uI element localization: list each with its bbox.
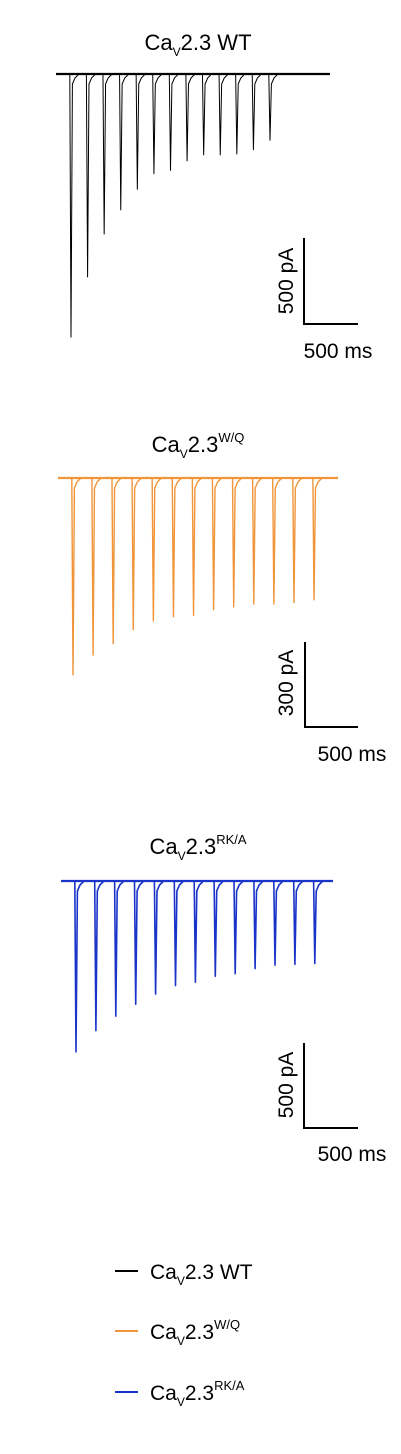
scale-x-label-wt: 500 ms (304, 340, 373, 363)
panel-title-wt: CaV2.3 WT (144, 30, 251, 59)
trace-wt (56, 72, 330, 338)
panel-title-wq: CaV2.3W/Q (152, 430, 245, 461)
legend-label-wt: CaV2.3 WT (150, 1261, 253, 1288)
current-spike (93, 880, 105, 1032)
current-spike (271, 477, 283, 605)
current-spike (251, 477, 263, 605)
current-spike (168, 73, 179, 171)
current-spike (233, 880, 244, 975)
legend-label-wq: CaV2.3W/Q (150, 1317, 240, 1348)
current-spike (218, 73, 229, 156)
current-spike (193, 880, 204, 983)
legend: CaV2.3 WT CaV2.3W/Q CaV2.3RK/A (115, 1261, 253, 1409)
panel-wq: CaV2.3W/Q 300 pA 500 ms (58, 430, 386, 766)
current-spike (71, 477, 82, 676)
current-spike (173, 880, 185, 987)
scale-bar-wq: 300 pA 500 ms (275, 642, 386, 766)
panel-title-rka: CaV2.3RK/A (149, 832, 246, 863)
current-spike (153, 880, 165, 995)
current-spike (133, 880, 145, 1006)
current-spike (235, 73, 246, 155)
current-spike (185, 73, 196, 162)
current-spike (251, 73, 262, 151)
current-spike (151, 477, 162, 622)
current-spike (119, 73, 130, 211)
current-spike (268, 73, 279, 141)
scale-bar-rka: 500 pA 500 ms (275, 1043, 386, 1166)
legend-item-rka: CaV2.3RK/A (115, 1378, 245, 1409)
trace-rka (61, 879, 333, 1053)
current-spike (213, 880, 224, 977)
current-spike (102, 73, 113, 235)
current-spike (211, 477, 223, 611)
panel-rka: CaV2.3RK/A 500 pA 500 ms (61, 832, 386, 1166)
current-spike (135, 73, 146, 190)
current-spike (201, 73, 213, 156)
current-spike (191, 477, 203, 617)
current-spike (292, 477, 303, 604)
scale-y-label-wt: 500 pA (275, 248, 298, 315)
current-spike (273, 880, 284, 966)
current-spike (312, 477, 323, 601)
current-spike (85, 73, 96, 278)
current-spike (231, 477, 243, 608)
legend-label-rka: CaV2.3RK/A (150, 1378, 245, 1409)
current-spike (131, 477, 142, 631)
current-spike (312, 880, 324, 965)
scale-x-label-wq: 500 ms (318, 743, 387, 766)
legend-item-wq: CaV2.3W/Q (115, 1317, 240, 1348)
legend-item-wt: CaV2.3 WT (115, 1261, 253, 1288)
current-spike (74, 880, 85, 1053)
panel-wt: CaV2.3 WT 500 pA 500 ms (56, 30, 372, 363)
current-spike (292, 880, 304, 966)
scale-y-label-wq: 300 pA (275, 650, 298, 717)
scale-y-label-rka: 500 pA (275, 1052, 298, 1119)
current-spike (113, 880, 125, 1017)
scale-x-label-rka: 500 ms (318, 1143, 387, 1166)
current-spike (111, 477, 122, 645)
current-spike (253, 880, 264, 970)
current-spike (171, 477, 182, 618)
current-spike (91, 477, 102, 656)
current-spike (69, 73, 80, 338)
scale-bar-wt: 500 pA 500 ms (275, 238, 372, 363)
trace-wq (58, 476, 338, 676)
current-spike (152, 73, 163, 175)
